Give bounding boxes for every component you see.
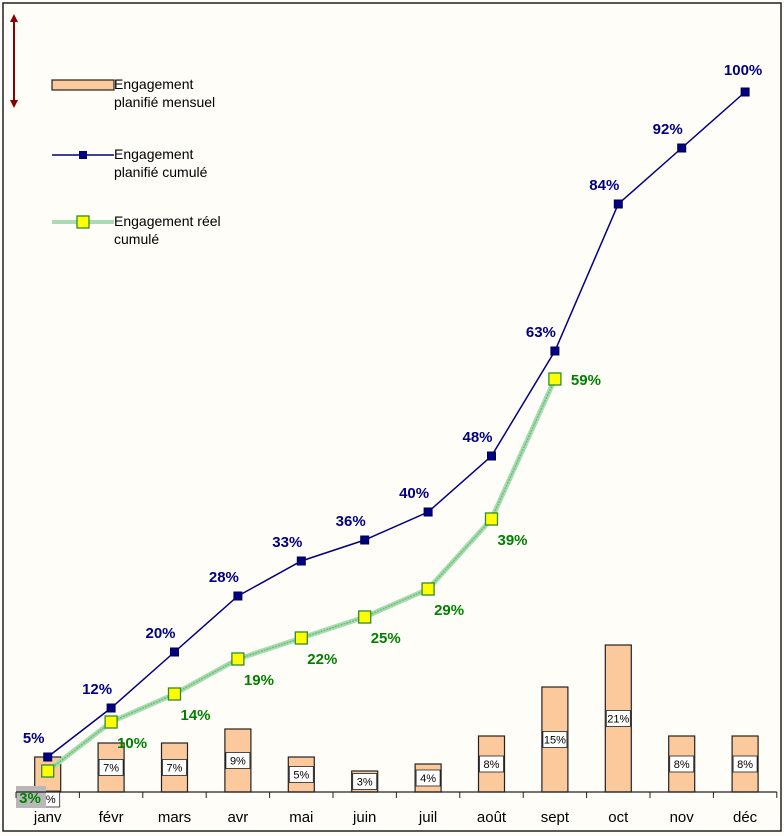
bar-label: 15% (544, 735, 566, 747)
x-tick-label: nov (670, 809, 695, 826)
planned-label: 92% (653, 121, 683, 138)
bar-label: 5% (293, 770, 309, 782)
real-label: 14% (181, 707, 211, 724)
real-label: 59% (571, 372, 601, 389)
real-point (358, 610, 372, 624)
planned-point (43, 752, 53, 762)
x-tick-label: déc (733, 809, 758, 826)
bar-label-box (352, 773, 378, 790)
planned-point (106, 703, 116, 713)
real-point (421, 582, 435, 596)
bar-label: 9% (230, 756, 246, 768)
planned-point (740, 87, 750, 97)
x-axis: janv févr mars avr mai juin juil août sept oct nov… (15, 791, 778, 826)
real-point (104, 715, 118, 729)
bar-label: 3% (357, 777, 373, 789)
x-tick-label: oct (608, 809, 629, 826)
bar-label: 7% (167, 763, 183, 775)
bar-label-box (542, 731, 568, 748)
legend-label-line1: Engagement (114, 76, 194, 92)
planned-label: 33% (272, 534, 302, 551)
bar-label-box (288, 766, 314, 783)
planned-point (296, 556, 306, 566)
bar-label: 21% (607, 714, 629, 726)
x-tick-label: sept (541, 809, 570, 826)
planned-label: 84% (589, 177, 619, 194)
real-point (41, 764, 55, 778)
real-label: 22% (307, 651, 337, 668)
real-label: 29% (434, 602, 464, 619)
x-tick-label: févr (99, 809, 124, 826)
bar-label-box (479, 755, 504, 773)
legend-swatch-bar (51, 79, 115, 91)
bar-label: 8% (674, 759, 690, 771)
planned-label: 100% (724, 62, 762, 79)
real-point (548, 372, 562, 386)
bar-label: 8% (737, 759, 753, 771)
legend-label-line1: Engagement réel (114, 213, 221, 229)
bar-label: 7% (103, 763, 119, 775)
legend-swatch-real-marker (76, 215, 90, 229)
bar-label-box (669, 755, 695, 773)
x-tick-label: avr (227, 809, 248, 826)
real-label: 19% (244, 672, 274, 689)
real-label: 3% (19, 790, 41, 807)
bar-label-box (415, 769, 441, 787)
lines-group: 5% 12% 20% 28% 33% 36% 40% 48% 63% 84% 92% 100% 3% 10… (16, 62, 762, 808)
planned-label: 36% (336, 513, 366, 530)
bars-group: 5%7% 7%9%5%3% 4%8%15%21%8% 8% (34, 644, 759, 808)
planned-cumulative-line (47, 91, 746, 758)
x-tick-label: juil (418, 809, 437, 826)
real-label: 10% (117, 735, 147, 752)
bar-label-box (225, 752, 251, 769)
planned-label: 40% (399, 485, 429, 502)
planned-point (360, 535, 370, 545)
real-label: 25% (371, 630, 401, 647)
legend-label-line1: Engagement (114, 146, 194, 162)
x-tick-label: mai (289, 809, 313, 826)
x-tick-label: août (477, 809, 507, 826)
planned-label: 63% (526, 324, 556, 341)
planned-point (233, 591, 243, 601)
planned-point (550, 346, 560, 356)
bar-label-box (162, 759, 187, 776)
bar-label-box (732, 755, 758, 773)
legend-label-line2: cumulé (114, 231, 159, 247)
real-point (294, 631, 308, 645)
real-label: 39% (498, 532, 528, 549)
x-tick-label: juin (352, 809, 376, 826)
resize-handle[interactable] (10, 14, 18, 108)
bar-label-box (605, 710, 631, 727)
planned-label: 20% (145, 625, 175, 642)
planned-point (487, 451, 496, 461)
planned-point (423, 507, 433, 517)
legend-label-line2: planifié cumulé (114, 164, 208, 180)
bar-label: 4% (420, 773, 436, 785)
legend-label-line2: planifié mensuel (114, 94, 215, 110)
bar-label: 8% (484, 759, 500, 771)
planned-point (170, 647, 179, 657)
legend: Engagement planifié mensuel Engagement plan… (51, 76, 221, 247)
legend-swatch-planned-marker (79, 151, 87, 159)
bar-label-box (98, 759, 124, 776)
planned-point (613, 199, 623, 209)
planned-label: 48% (462, 429, 492, 446)
x-tick-label: janv (33, 809, 62, 826)
x-tick-label: mars (158, 809, 191, 826)
planned-label: 12% (82, 681, 112, 698)
real-point (484, 512, 499, 526)
planned-label: 28% (209, 569, 239, 586)
planned-point (677, 143, 687, 153)
real-point (231, 652, 245, 666)
real-point (167, 687, 182, 701)
planned-label: 5% (23, 730, 45, 747)
